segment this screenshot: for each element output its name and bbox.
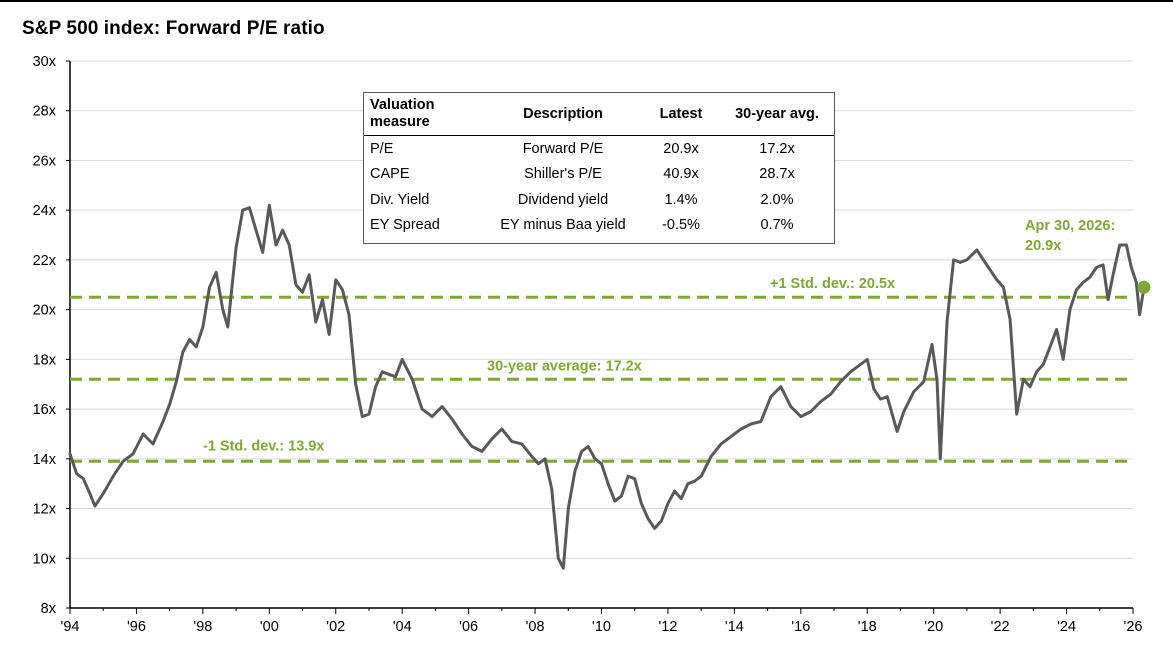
table-cell: 17.2x [759, 140, 795, 157]
latest-point-label-date: Apr 30, 2026: [1025, 218, 1115, 234]
x-tick-label: '94 [61, 619, 80, 635]
series-layer [68, 203, 1146, 570]
table-cell: -0.5% [662, 217, 700, 234]
x-tick-label: '96 [127, 619, 146, 635]
axes: 8x 10x 12x 14x 16x 18x 20x 22x 24x 26x 28x 30x '94 '9… [33, 54, 1143, 635]
table-cell: CAPE [370, 166, 410, 183]
x-tick-label: '24 [1057, 619, 1076, 635]
reference-line-label: -1 Std. dev.: 13.9x [203, 438, 324, 454]
x-tick-label: '14 [725, 619, 744, 635]
y-tick-label: 20x [33, 303, 57, 319]
x-tick-label: '10 [592, 619, 611, 635]
y-tick-label: 10x [33, 551, 57, 567]
y-tick-label: 12x [33, 502, 57, 518]
table-cell: 28.7x [759, 166, 795, 183]
table-cell: 1.4% [664, 191, 698, 208]
table-cell: 0.7% [760, 217, 794, 234]
header-latest: Latest [642, 93, 720, 136]
y-tick-label: 14x [33, 452, 57, 468]
table-cell: 2.0% [760, 191, 794, 208]
table-cell: Dividend yield [517, 191, 609, 208]
x-tick-label: '20 [924, 619, 943, 635]
y-tick-label: 22x [33, 253, 57, 269]
chart-title: S&P 500 index: Forward P/E ratio [22, 18, 325, 39]
table-row: EY Spread EY minus Baa yield -0.5% 0.7% [364, 213, 834, 239]
x-tick-label: '22 [991, 619, 1010, 635]
y-tick-label: 16x [33, 402, 57, 418]
x-tick-label: '26 [1124, 619, 1143, 635]
table-cell: P/E [370, 140, 394, 157]
table-row: CAPE Shiller's P/E 40.9x 28.7x [364, 162, 834, 188]
annotations: Apr 30, 2026: 20.9x [1025, 218, 1151, 294]
x-tick-label: '98 [193, 619, 212, 635]
latest-point-marker [1137, 280, 1151, 294]
header-valuation-measure: Valuation measure [364, 93, 484, 136]
reference-lines: +1 Std. dev.: 20.5x 30-year average: 17.2… [70, 276, 1133, 463]
table-row: P/E Forward P/E 20.9x 17.2x [364, 136, 834, 162]
pe-series-line [68, 203, 1146, 570]
header-30yr-avg: 30-year avg. [720, 93, 834, 136]
valuation-table: Valuation measure Description Latest 30-… [363, 92, 835, 244]
x-tick-label: '18 [858, 619, 877, 635]
x-tick-label: '16 [791, 619, 810, 635]
y-tick-label: 18x [33, 352, 57, 368]
reference-line-label: +1 Std. dev.: 20.5x [770, 276, 895, 292]
table-cell: 20.9x [663, 140, 699, 157]
y-tick-label: 24x [33, 203, 57, 219]
header-description: Description [484, 93, 642, 136]
y-tick-label: 8x [41, 601, 57, 617]
y-tick-label: 26x [33, 153, 57, 169]
x-tick-label: '00 [260, 619, 279, 635]
table-header-row: Valuation measure Description Latest 30-… [364, 93, 834, 136]
reference-line-label: 30-year average: 17.2x [487, 358, 642, 374]
table-cell: EY minus Baa yield [500, 217, 626, 234]
x-tick-label: '02 [326, 619, 345, 635]
latest-point-label-value: 20.9x [1025, 238, 1061, 254]
top-rule [0, 0, 1173, 2]
y-tick-label: 30x [33, 54, 57, 70]
table-cell: Forward P/E [522, 140, 604, 157]
x-tick-label: '12 [658, 619, 677, 635]
x-tick-label: '06 [459, 619, 478, 635]
x-tick-label: '08 [526, 619, 545, 635]
table-cell: Div. Yield [370, 191, 430, 208]
y-tick-label: 28x [33, 104, 57, 120]
table-cell: 40.9x [663, 166, 699, 183]
x-tick-label: '04 [393, 619, 412, 635]
table-cell: EY Spread [370, 217, 440, 234]
table-cell: Shiller's P/E [524, 166, 602, 183]
table-row: Div. Yield Dividend yield 1.4% 2.0% [364, 187, 834, 213]
